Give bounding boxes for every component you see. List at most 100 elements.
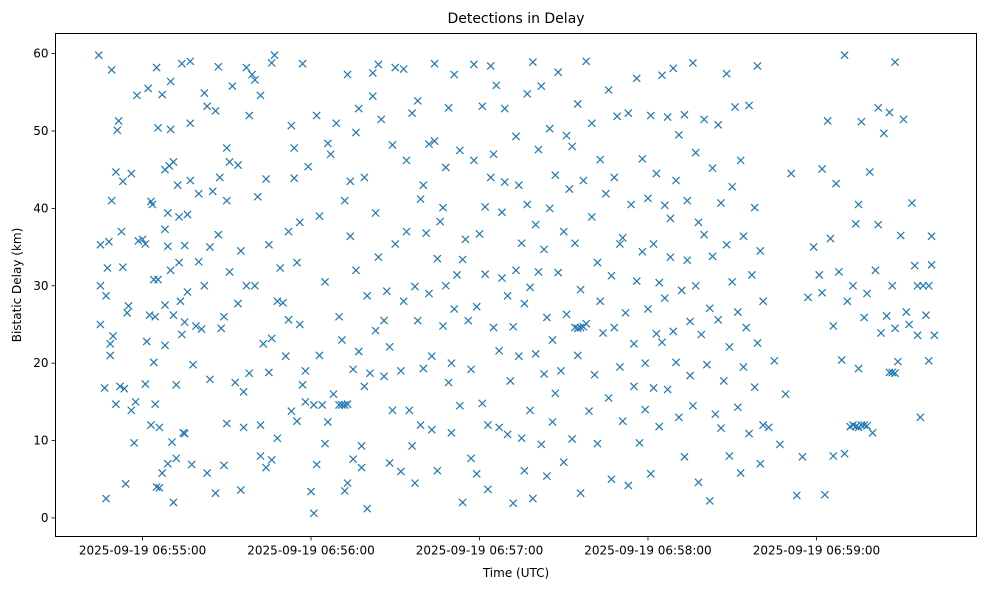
data-point <box>542 313 551 322</box>
data-point <box>618 417 627 426</box>
data-point <box>413 316 422 325</box>
data-point <box>593 258 602 267</box>
data-point <box>823 116 832 125</box>
data-point <box>228 82 237 91</box>
data-point <box>200 281 209 290</box>
data-point <box>902 308 911 317</box>
data-point <box>542 472 551 481</box>
data-point <box>168 438 177 447</box>
data-point <box>189 360 198 369</box>
data-point <box>916 413 925 422</box>
data-point <box>486 173 495 182</box>
data-point <box>834 267 843 276</box>
x-tick-label: 2025-09-19 06:55:00 <box>79 544 206 558</box>
y-axis: 0 10 20 30 40 50 60 <box>33 47 56 525</box>
data-point <box>725 342 734 351</box>
data-point <box>891 58 900 67</box>
data-point <box>194 257 203 266</box>
data-point <box>551 171 560 180</box>
data-point <box>295 320 304 329</box>
data-point <box>638 247 647 256</box>
data-point <box>158 90 167 99</box>
data-point <box>318 400 327 409</box>
data-point <box>130 438 139 447</box>
data-point <box>688 401 697 410</box>
data-point <box>576 323 585 332</box>
data-point <box>927 260 936 269</box>
data-point <box>264 368 273 377</box>
data-point <box>144 84 153 93</box>
data-point <box>132 91 141 100</box>
data-point <box>419 364 428 373</box>
data-point <box>103 263 112 272</box>
data-point <box>688 58 697 67</box>
data-point <box>672 176 681 185</box>
data-point <box>775 440 784 449</box>
data-point <box>222 144 231 153</box>
data-point <box>134 236 143 245</box>
data-point <box>526 406 535 415</box>
data-point <box>123 308 132 317</box>
data-point <box>492 81 501 90</box>
data-point <box>803 293 813 302</box>
data-point <box>256 421 265 430</box>
data-point <box>402 156 411 165</box>
data-point <box>686 317 695 326</box>
data-point <box>267 455 276 464</box>
data-point <box>444 378 453 387</box>
data-point <box>169 498 178 507</box>
data-point <box>242 281 251 290</box>
data-point <box>615 239 624 249</box>
data-point <box>458 255 467 264</box>
data-point <box>186 119 195 128</box>
data-point <box>329 390 338 399</box>
data-point <box>672 358 681 367</box>
data-point <box>183 210 192 219</box>
data-point <box>267 334 276 343</box>
data-point <box>832 179 841 188</box>
data-point <box>643 194 652 203</box>
data-point <box>253 192 262 201</box>
data-point <box>368 68 377 77</box>
data-point <box>107 65 116 74</box>
data-point <box>747 270 756 279</box>
data-point <box>424 140 433 149</box>
data-point <box>323 139 332 148</box>
data-point <box>138 235 147 244</box>
data-point <box>700 115 709 124</box>
data-point <box>173 181 182 190</box>
data-point <box>191 321 200 331</box>
data-points <box>94 51 939 518</box>
data-point <box>885 108 894 117</box>
data-point <box>877 328 886 338</box>
data-point <box>756 246 765 255</box>
data-point <box>891 324 900 333</box>
y-tick-label: 30 <box>33 279 48 293</box>
data-point <box>236 246 245 255</box>
data-point <box>921 311 930 320</box>
data-point <box>413 96 422 105</box>
data-point <box>503 291 512 300</box>
y-tick-label: 60 <box>33 47 48 61</box>
data-point <box>730 102 740 112</box>
data-point <box>340 196 349 205</box>
data-point <box>292 417 302 426</box>
data-point <box>570 239 579 248</box>
data-point <box>593 439 602 448</box>
data-point <box>166 266 175 275</box>
data-point <box>809 243 818 252</box>
data-point <box>826 234 835 243</box>
y-tick-label: 10 <box>33 434 48 448</box>
data-point <box>607 475 616 484</box>
data-point <box>862 421 872 430</box>
data-point <box>514 352 523 361</box>
data-point <box>843 297 852 306</box>
data-point <box>284 315 293 324</box>
data-point <box>829 451 838 461</box>
data-point <box>694 218 703 227</box>
data-point <box>388 406 397 415</box>
data-point <box>149 358 158 367</box>
data-point <box>118 177 127 186</box>
data-point <box>475 229 484 238</box>
data-point <box>615 363 624 372</box>
